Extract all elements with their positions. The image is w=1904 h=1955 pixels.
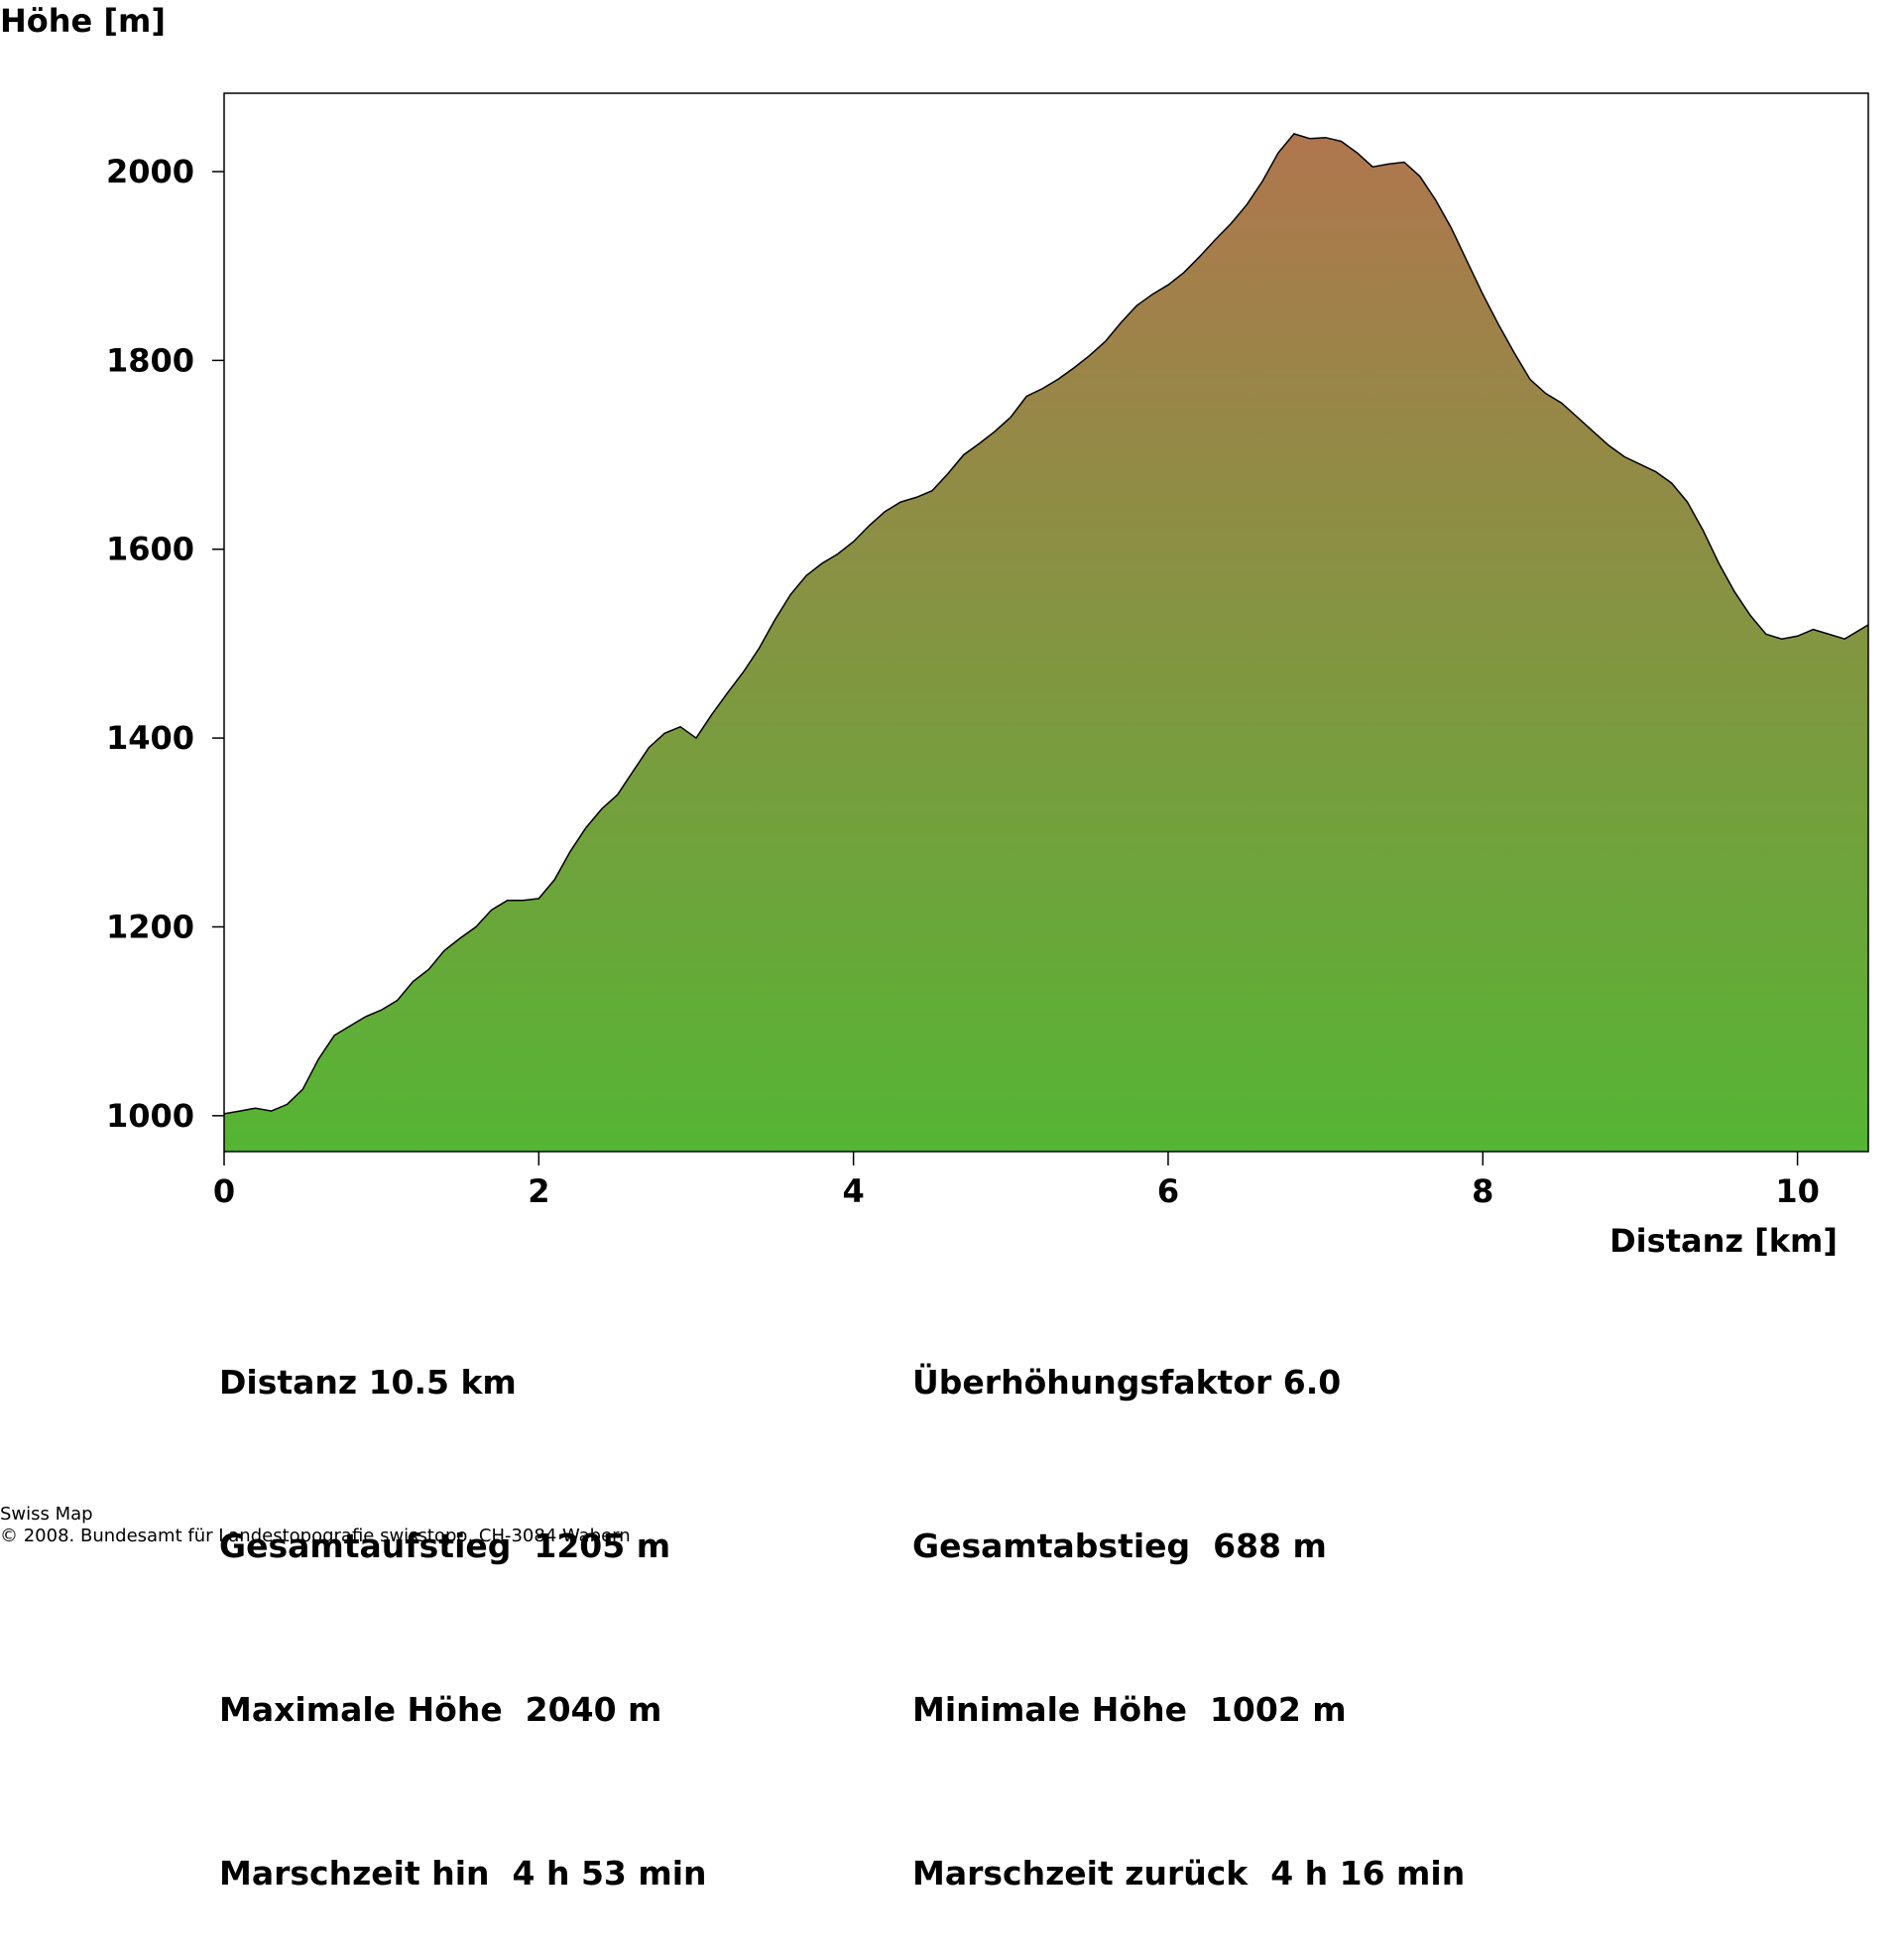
y-tick-label-1400: 1400: [106, 719, 194, 757]
x-tick-label-4: 4: [843, 1172, 865, 1210]
stats-left: Distanz 10.5 km Gesamtaufstieg 1205 m Ma…: [219, 1246, 707, 1955]
y-tick-label-1000: 1000: [106, 1097, 194, 1135]
elevation-chart: Höhe [m] 1000 1200 1400 1600 1800 2000 0 2 4 6 8 1…: [0, 2, 1869, 1260]
plot-frame: [223, 92, 1869, 1153]
elevation-line: [223, 133, 1869, 1115]
y-tick-label-1200: 1200: [106, 908, 194, 945]
stat-walk-time-out: Marschzeit hin 4 h 53 min: [219, 1854, 707, 1893]
plot-area: [223, 92, 1869, 1153]
stat-min-elevation: Minimale Höhe 1002 m: [912, 1690, 1347, 1729]
footer-product: Swiss Map: [0, 1504, 93, 1525]
y-tick-label-1600: 1600: [106, 531, 194, 568]
stat-max-elevation: Maximale Höhe 2040 m: [219, 1690, 662, 1729]
x-tick-label-2: 2: [528, 1172, 549, 1210]
y-tick-label-1800: 1800: [106, 341, 194, 379]
copyright-footer: Swiss Map © 2008. Bundesamt für Landesto…: [0, 1504, 631, 1547]
stat-exaggeration: Überhöhungsfaktor 6.0: [912, 1363, 1342, 1402]
x-axis: 0 2 4 6 8 10: [213, 1152, 1820, 1210]
y-axis: 1000 1200 1400 1600 1800 2000: [106, 153, 224, 1135]
elevation-area: [224, 133, 1868, 1152]
stats-right: Überhöhungsfaktor 6.0 Gesamtabstieg 688 …: [912, 1246, 1465, 1955]
x-tick-label-0: 0: [213, 1172, 235, 1210]
stat-total-descent: Gesamtabstieg 688 m: [912, 1527, 1327, 1565]
y-axis-label: Höhe [m]: [0, 2, 166, 40]
stat-walk-time-back: Marschzeit zurück 4 h 16 min: [912, 1854, 1466, 1893]
x-tick-label-10: 10: [1775, 1172, 1820, 1210]
x-tick-label-8: 8: [1472, 1172, 1493, 1210]
y-tick-label-2000: 2000: [106, 153, 194, 190]
footer-copyright: © 2008. Bundesamt für Landestopografie s…: [0, 1526, 631, 1546]
x-axis-label: Distanz [km]: [1609, 1222, 1838, 1260]
stat-distance: Distanz 10.5 km: [219, 1363, 517, 1402]
x-tick-label-6: 6: [1157, 1172, 1179, 1210]
